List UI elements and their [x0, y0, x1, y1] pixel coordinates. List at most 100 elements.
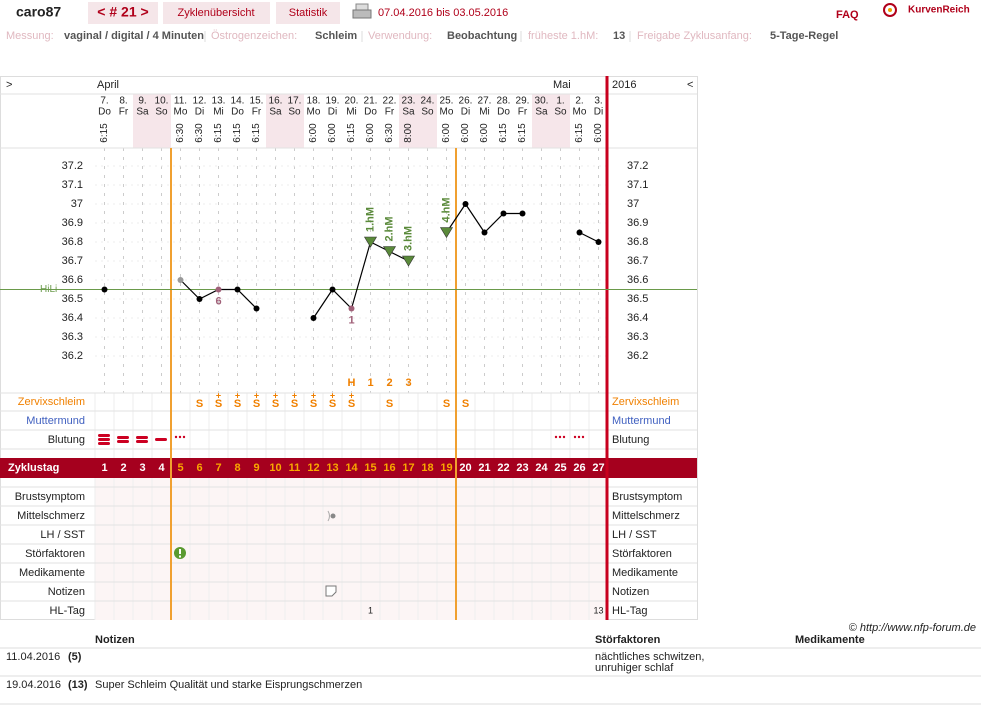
cycle-day: 18 — [421, 462, 433, 474]
nav-prev[interactable]: > — [6, 79, 12, 91]
time: 6:00 — [327, 123, 338, 143]
day-number: 19. — [326, 96, 340, 107]
setting-value: Schleim — [315, 30, 357, 42]
row-label: Störfaktoren — [25, 548, 85, 560]
y-tick-label: 36.6 — [62, 274, 83, 286]
cycle-nav-bg — [88, 2, 158, 24]
weekday: Di — [461, 107, 470, 118]
cycle-day: 7 — [215, 462, 221, 474]
weekday: So — [554, 107, 567, 118]
cervix-plus: + — [216, 390, 221, 400]
y-tick-label: 36.9 — [627, 217, 648, 229]
temperature-point — [481, 229, 488, 236]
tab-bg — [163, 2, 270, 24]
time: 6:15 — [232, 123, 243, 143]
day-number: 2. — [575, 96, 583, 107]
cycle-day: 4 — [158, 462, 165, 474]
tab-bg — [276, 2, 340, 24]
day-number: 22. — [383, 96, 397, 107]
logo[interactable]: KurvenReich — [908, 5, 970, 16]
bleeding-icons — [98, 434, 585, 445]
disturbance-icon — [174, 547, 186, 559]
hm-label: 2.hM — [383, 216, 395, 241]
cervix-plus: + — [273, 390, 278, 400]
temperature-point — [519, 210, 526, 217]
day-number: 23. — [402, 96, 416, 107]
weekday: So — [288, 107, 301, 118]
cycle-day: 25 — [554, 462, 566, 474]
time: 6:00 — [460, 123, 471, 143]
day-number: 21. — [364, 96, 378, 107]
hl-day: 1 — [368, 605, 373, 615]
weekend-shade — [551, 94, 570, 148]
row-label: LH / SST — [612, 529, 657, 541]
note-text: Super Schleim Qualität und starke Eispru… — [95, 679, 362, 691]
hl-day: 13 — [593, 605, 603, 615]
time: 6:15 — [574, 123, 585, 143]
month: Mai — [553, 79, 571, 91]
table-header: Medikamente — [795, 634, 865, 646]
row-label: Medikamente — [612, 567, 678, 579]
row-label: LH / SST — [40, 529, 85, 541]
cycle-day: 22 — [497, 462, 509, 474]
time: 6:00 — [308, 123, 319, 143]
cycle-nav[interactable]: < # 21 > — [97, 4, 148, 20]
nav-next[interactable]: < — [687, 79, 693, 91]
day-number: 13. — [212, 96, 226, 107]
time: 6:00 — [593, 123, 604, 143]
row-label: Notizen — [612, 586, 649, 598]
row-label: Blutung — [612, 434, 649, 446]
weekday: Di — [328, 107, 337, 118]
row-label: Zyklustag — [8, 462, 59, 474]
day-number: 27. — [478, 96, 492, 107]
day-number: 15. — [250, 96, 264, 107]
cervix-symbol: S — [329, 398, 336, 410]
setting-value: Beobachtung — [447, 30, 517, 42]
y-tick-label: 37.2 — [62, 160, 83, 172]
date-range: 07.04.2016 bis 03.05.2016 — [378, 7, 508, 19]
weekend-shade — [532, 94, 551, 148]
weekday: Fr — [518, 107, 528, 118]
cervix-symbol: S — [215, 398, 222, 410]
setting-label: früheste 1.hM: — [528, 30, 598, 42]
note-icon — [325, 585, 337, 597]
weekday: So — [155, 107, 168, 118]
weekday: Do — [98, 107, 111, 118]
row-label: Muttermund — [612, 415, 671, 427]
temperature-point — [329, 286, 336, 293]
cervix-symbol: S — [291, 398, 298, 410]
logo-icon — [883, 3, 897, 17]
setting-label: Freigabe Zyklusanfang: — [637, 30, 752, 42]
evaluation-mark: H — [348, 377, 356, 389]
weekday: Mi — [479, 107, 490, 118]
tab[interactable]: Zyklenübersicht — [177, 7, 254, 19]
cycle-day: 23 — [516, 462, 528, 474]
y-tick-label: 36.4 — [627, 312, 648, 324]
day-number: 7. — [100, 96, 108, 107]
y-tick-label: 36.7 — [62, 255, 83, 267]
day-number: 28. — [497, 96, 511, 107]
weekday: Di — [195, 107, 204, 118]
weekend-shade — [133, 94, 152, 148]
note-date: 19.04.2016 — [6, 679, 61, 691]
note-disturbance: unruhiger schlaf — [595, 662, 674, 674]
row-label: Störfaktoren — [612, 548, 672, 560]
tab[interactable]: Statistik — [289, 7, 328, 19]
weekday: Mo — [174, 107, 188, 118]
faq-link[interactable]: FAQ — [836, 9, 859, 21]
row-label: Brustsymptom — [15, 491, 85, 503]
evaluation-mark: 2 — [386, 377, 392, 389]
cycle-day: 26 — [573, 462, 585, 474]
cervix-symbol: S — [272, 398, 279, 410]
y-tick-label: 36.4 — [62, 312, 83, 324]
temperature-point — [363, 236, 378, 248]
pain-icon — [327, 510, 336, 522]
evaluation-mark: 3 — [405, 377, 411, 389]
weekday: Mo — [440, 107, 454, 118]
weekday: Di — [594, 107, 603, 118]
low-label: 6 — [215, 295, 221, 307]
print-icon[interactable] — [352, 3, 372, 19]
setting-value: 5-Tage-Regel — [770, 30, 838, 42]
cycle-day: 2 — [120, 462, 126, 474]
